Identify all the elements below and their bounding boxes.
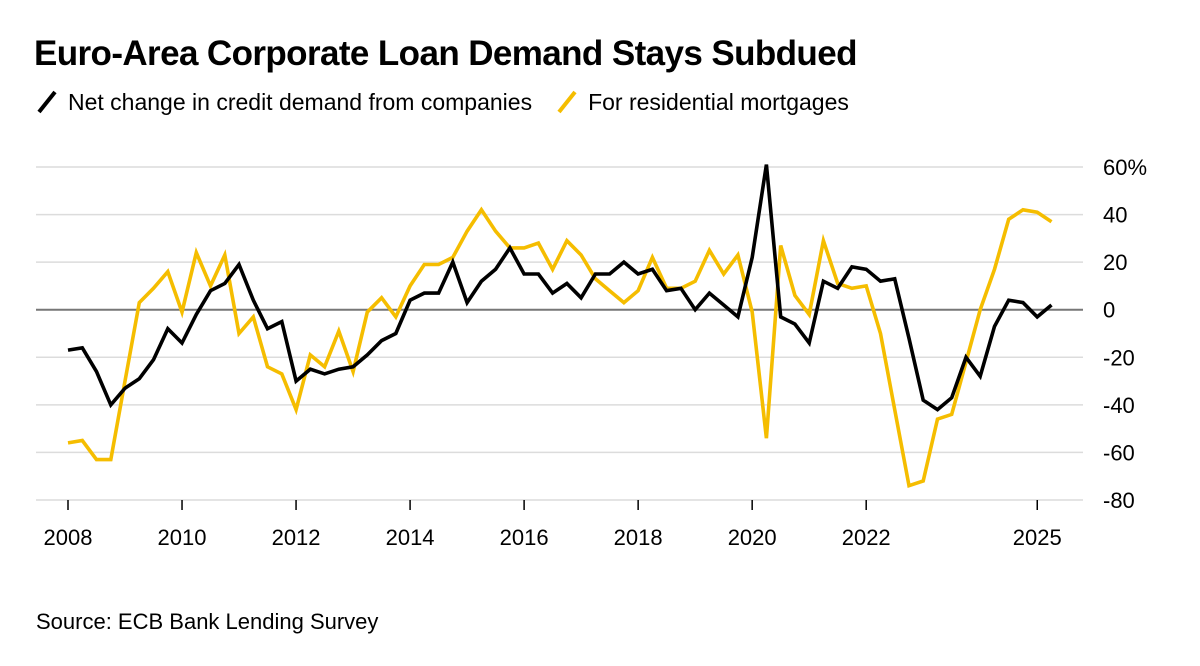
x-tick-label-0: 2008 (44, 525, 93, 550)
series-line-mortgages (67, 206, 1053, 489)
y-tick-label-1: 40 (1103, 203, 1127, 228)
y-tick-label-4: -20 (1103, 345, 1135, 370)
legend-item-mortgages: For residential mortgages (556, 88, 849, 116)
y-tick-label-3: 0 (1103, 298, 1115, 323)
series-line-companies (67, 164, 1053, 412)
y-tick-label-0: 60% (1103, 155, 1147, 180)
x-tick-label-6: 2020 (728, 525, 777, 550)
x-tick-label-4: 2016 (500, 525, 549, 550)
x-tick-label-1: 2010 (158, 525, 207, 550)
y-tick-label-2: 20 (1103, 250, 1127, 275)
x-tick-label-8: 2025 (1013, 525, 1062, 550)
line-chart: 60% 40 20 0 -20 -40 -60 -80 2008 2010 2012 2014 2016… (36, 155, 1147, 550)
y-tick-label-7: -80 (1103, 488, 1135, 513)
x-tick-label-5: 2018 (614, 525, 663, 550)
y-tick-label-6: -60 (1103, 440, 1135, 465)
legend-swatch-mortgages (557, 90, 577, 114)
y-tick-label-5: -40 (1103, 393, 1135, 418)
source-note: Source: ECB Bank Lending Survey (36, 609, 379, 634)
legend: Net change in credit demand from compani… (36, 88, 873, 116)
legend-swatch-companies (37, 90, 57, 114)
legend-item-companies: Net change in credit demand from compani… (36, 88, 532, 116)
legend-label-mortgages: For residential mortgages (588, 88, 849, 115)
x-tick-label-7: 2022 (842, 525, 891, 550)
chart-title: Euro-Area Corporate Loan Demand Stays Su… (34, 34, 857, 73)
x-tick-label-2: 2012 (272, 525, 321, 550)
x-tick-label-3: 2014 (386, 525, 435, 550)
legend-label-companies: Net change in credit demand from compani… (68, 88, 533, 115)
